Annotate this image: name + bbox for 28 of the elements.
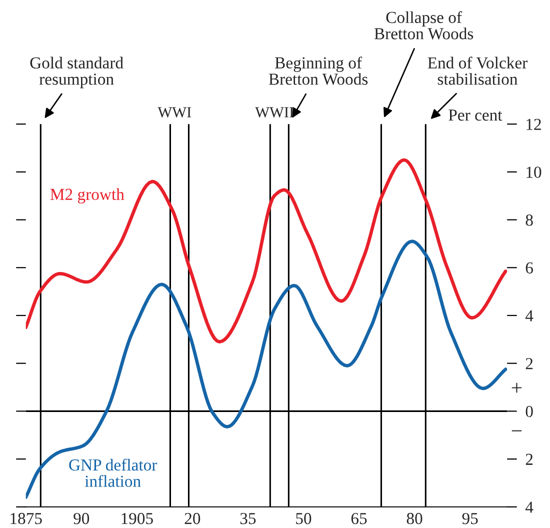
y-tick-label: 12: [526, 118, 541, 130]
x-tick-label: 90: [74, 512, 90, 524]
y-tick-label: 8: [526, 214, 533, 226]
y-axis-title: Per cent: [448, 110, 502, 121]
x-tick-label: 1875: [10, 512, 42, 524]
y-tick-label: 2: [526, 454, 533, 465]
x-tick-label: 95: [462, 512, 478, 524]
x-tick-label: 80: [406, 512, 422, 524]
y-tick-label: 10: [526, 166, 542, 178]
y-tick-label: 2: [526, 358, 533, 370]
series-label: GNP deflator inflation: [69, 458, 158, 487]
y-tick-label: 4: [525, 310, 534, 322]
y-tick-label: 6: [526, 262, 533, 274]
text: −: [512, 430, 522, 432]
x-tick-label: 50: [296, 512, 312, 524]
x-tick-label: 35: [240, 512, 256, 524]
x-tick-label: 1905: [122, 512, 153, 524]
x-tick-label: 20: [184, 512, 200, 524]
ref-line-label: Beginning of Bretton Woods: [268, 56, 368, 85]
ref-line-label: End of Volcker stabilisation: [428, 56, 528, 85]
y-tick-label: 0: [526, 406, 533, 418]
ref-line-label: WWI: [158, 107, 192, 118]
ref-line-label: Collapse of Bretton Woods: [374, 11, 474, 40]
ref-line-label: Gold standard resumption: [30, 56, 124, 88]
x-tick-label: 65: [351, 512, 367, 524]
text: +: [512, 382, 522, 393]
series-label: M2 growth: [50, 188, 124, 204]
y-tick-label: 4: [525, 502, 534, 513]
